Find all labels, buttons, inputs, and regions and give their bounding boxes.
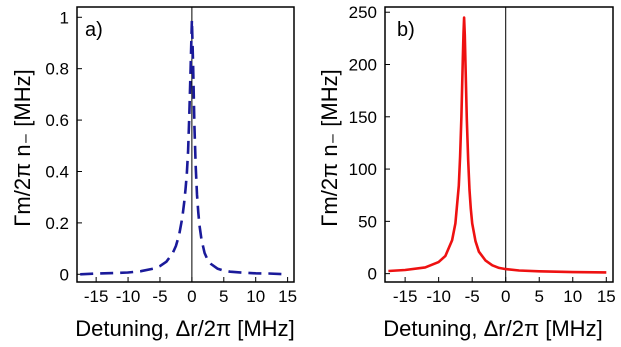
panel-b-y-tick-label: 100	[349, 160, 377, 179]
panel-b-x-tick-label: 10	[563, 287, 582, 306]
panel-a-y-ticks: 0 0.2 0.4 0.6 0.8 1	[45, 8, 82, 284]
panel-b: -15 -10 -5 0 5 10 15 0 50 100 150 200 250 b) Detuni…	[317, 3, 616, 341]
panel-a: -15 -10 -5 0 5 10 15 0 0.2 0.4 0.6 0.8 1 a) Detunin…	[10, 6, 297, 341]
panel-a-label: a)	[85, 19, 103, 41]
panel-a-series-line	[80, 18, 288, 276]
panel-b-label: b)	[397, 19, 415, 41]
panel-a-x-tick-label: 10	[246, 287, 265, 306]
panel-b-x-tick-label: -15	[393, 287, 418, 306]
panel-a-x-tick-label: -15	[84, 287, 109, 306]
panel-a-x-ticks: -15 -10 -5 0 5 10 15	[84, 277, 297, 306]
panel-b-y-tick-label: 0	[368, 265, 377, 284]
panel-b-y-tick-label: 200	[349, 56, 377, 75]
panel-b-y-tick-label: 50	[358, 212, 377, 231]
panel-a-x-tick-label: 15	[278, 287, 297, 306]
panel-a-y-tick-label: 0.4	[45, 162, 69, 181]
panel-a-y-tick-label: 0	[60, 265, 69, 284]
panel-a-y-tick-label: 0.2	[45, 214, 69, 233]
panel-a-y-tick-label: 1	[60, 8, 69, 27]
panel-a-y-axis-title: Γm/2π n₋ [MHz]	[10, 69, 35, 226]
panel-a-x-tick-label: -10	[116, 287, 141, 306]
panel-a-x-tick-label: -5	[152, 287, 167, 306]
panel-b-x-tick-label: 0	[501, 287, 510, 306]
panel-b-y-tick-label: 150	[349, 108, 377, 127]
panel-a-x-tick-label: 0	[187, 287, 196, 306]
panel-b-y-tick-label: 250	[349, 3, 377, 22]
panel-a-x-tick-label: 5	[219, 287, 228, 306]
panel-b-x-axis-title: Detuning, Δr/2π [MHz]	[383, 316, 602, 341]
panel-b-x-tick-label: -10	[426, 287, 451, 306]
panel-b-x-ticks: -15 -10 -5 0 5 10 15	[393, 277, 616, 306]
panel-b-x-tick-label: 5	[535, 287, 544, 306]
panel-a-y-tick-label: 0.6	[45, 111, 69, 130]
panel-b-y-ticks: 0 50 100 150 200 250	[349, 3, 390, 284]
panel-b-y-axis-title: Γm/2π n₋ [MHz]	[317, 69, 342, 226]
panel-a-frame	[76, 6, 295, 283]
panel-b-frame	[384, 6, 614, 283]
panel-b-series-line	[388, 16, 607, 274]
panel-a-x-axis-title: Detuning, Δr/2π [MHz]	[75, 316, 294, 341]
panel-b-x-tick-label: -5	[465, 287, 480, 306]
panel-b-x-tick-label: 15	[597, 287, 616, 306]
panel-a-y-tick-label: 0.8	[45, 60, 69, 79]
